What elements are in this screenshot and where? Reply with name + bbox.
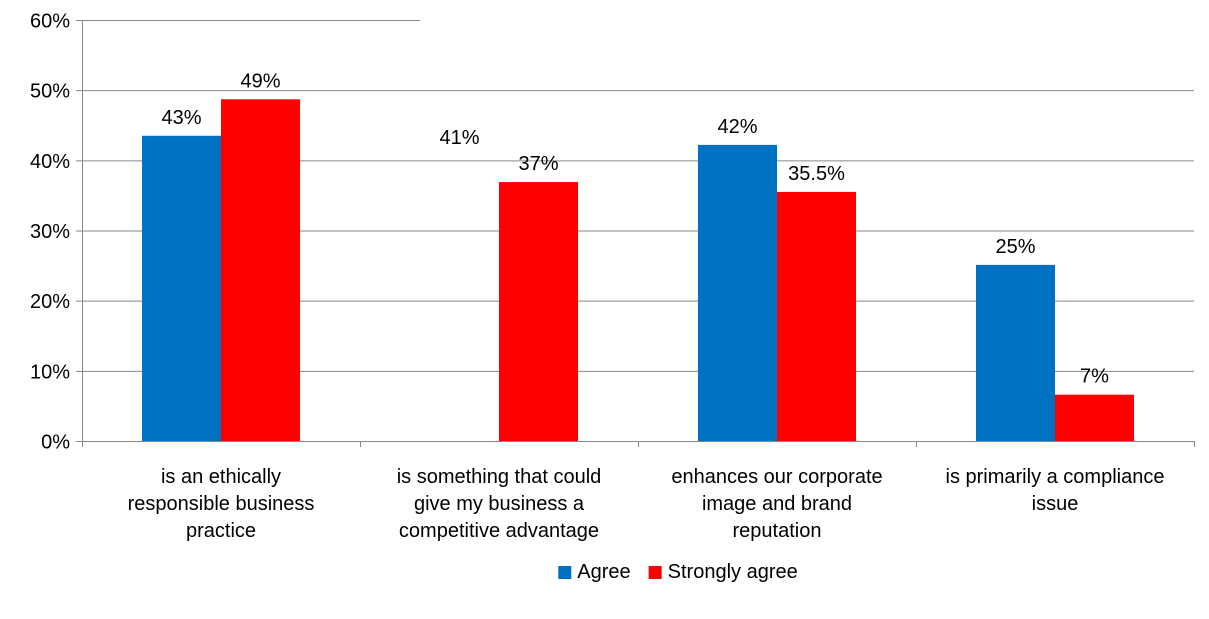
data-label: 43% bbox=[161, 107, 201, 129]
y-tick-label: 50% bbox=[30, 81, 70, 103]
bar-agree bbox=[142, 135, 221, 441]
y-tick-label: 60% bbox=[30, 11, 70, 33]
bar-agree bbox=[976, 264, 1055, 441]
data-label: 42% bbox=[717, 116, 757, 138]
category-label: practice bbox=[186, 520, 256, 542]
bar-strongly-agree bbox=[777, 191, 856, 441]
bar-agree bbox=[698, 144, 777, 441]
bar-strongly-agree bbox=[1055, 394, 1134, 441]
data-label: 7% bbox=[1080, 366, 1109, 388]
y-tick-label: 0% bbox=[41, 432, 70, 454]
category-label: is an ethically bbox=[161, 466, 281, 488]
category-label: give my business a bbox=[414, 493, 585, 515]
category-label: reputation bbox=[733, 520, 822, 542]
category-label: issue bbox=[1032, 493, 1079, 515]
category-label: enhances our corporate bbox=[671, 466, 882, 488]
category-label: image and brand bbox=[702, 493, 852, 515]
bar-strongly-agree bbox=[221, 99, 300, 441]
data-label: 41% bbox=[439, 127, 479, 149]
y-tick-label: 10% bbox=[30, 361, 70, 383]
bar-strongly-agree bbox=[499, 182, 578, 441]
legend-label: Strongly agree bbox=[668, 561, 798, 583]
legend-swatch-strongly-agree bbox=[648, 566, 662, 579]
category-label: is primarily a compliance bbox=[946, 466, 1165, 488]
category-label: is something that could bbox=[397, 466, 602, 488]
data-label: 25% bbox=[995, 236, 1035, 258]
legend-label: Agree bbox=[577, 561, 630, 583]
category-label: competitive advantage bbox=[399, 520, 599, 542]
legend-swatch-agree bbox=[558, 566, 572, 579]
y-tick-label: 30% bbox=[30, 221, 70, 243]
data-label: 37% bbox=[518, 153, 558, 175]
y-tick-label: 20% bbox=[30, 291, 70, 313]
category-label: responsible business bbox=[128, 493, 315, 515]
data-label: 49% bbox=[240, 70, 280, 92]
y-tick-label: 40% bbox=[30, 151, 70, 173]
data-label: 35.5% bbox=[788, 163, 845, 185]
